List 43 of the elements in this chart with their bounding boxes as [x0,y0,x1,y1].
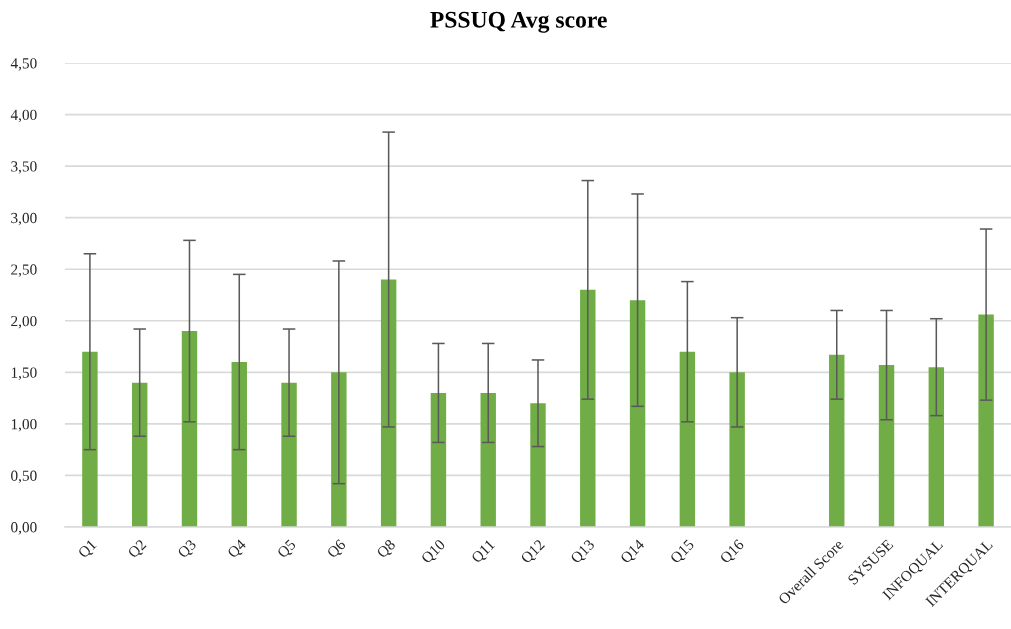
x-tick-label: Q14 [619,538,647,566]
y-tick-label: 2,00 [11,315,37,329]
x-tick-label: Q11 [470,539,497,566]
y-tick-label: 4,50 [10,58,37,71]
x-tick-label: Q5 [276,538,298,561]
x-tick-label: Q3 [177,538,199,561]
y-tick-label: 0,50 [11,470,37,484]
x-tick-label: Q16 [719,538,747,566]
bar [580,289,596,527]
bar [530,403,546,527]
bar [231,362,247,527]
x-tick-label: Q8 [376,538,398,561]
x-tick-label: Q13 [569,538,597,566]
bar [679,351,696,527]
bar [480,392,496,527]
bar [380,279,397,527]
x-tick-label: Q1 [77,539,99,561]
bar [430,392,447,527]
bar [928,367,945,527]
bar [729,372,745,527]
y-tick-label: 1,50 [11,367,37,380]
x-tick-label: Q4 [226,538,249,561]
bar [829,354,845,527]
x-tick-label: Q10 [420,538,448,566]
bar [82,351,98,527]
bar [131,382,148,527]
x-tick-label: Q12 [520,539,547,566]
bar [281,382,297,527]
bar [978,314,994,527]
x-tick-label: Q6 [326,538,348,561]
bar [878,365,895,527]
chart-title: PSSUQ Avg score [430,11,607,33]
y-tick-label: 3,50 [11,161,37,174]
y-tick-label: 2,50 [11,264,37,277]
bar [629,300,646,527]
bar [181,331,198,527]
y-tick-label: 3,00 [11,212,37,226]
y-tick-label: 0,00 [11,522,37,535]
y-tick-label: 1,00 [11,419,37,432]
x-tick-label: Q15 [669,538,697,566]
bar [331,372,347,527]
x-tick-label: Q2 [127,539,149,561]
y-tick-label: 4,00 [10,109,37,123]
